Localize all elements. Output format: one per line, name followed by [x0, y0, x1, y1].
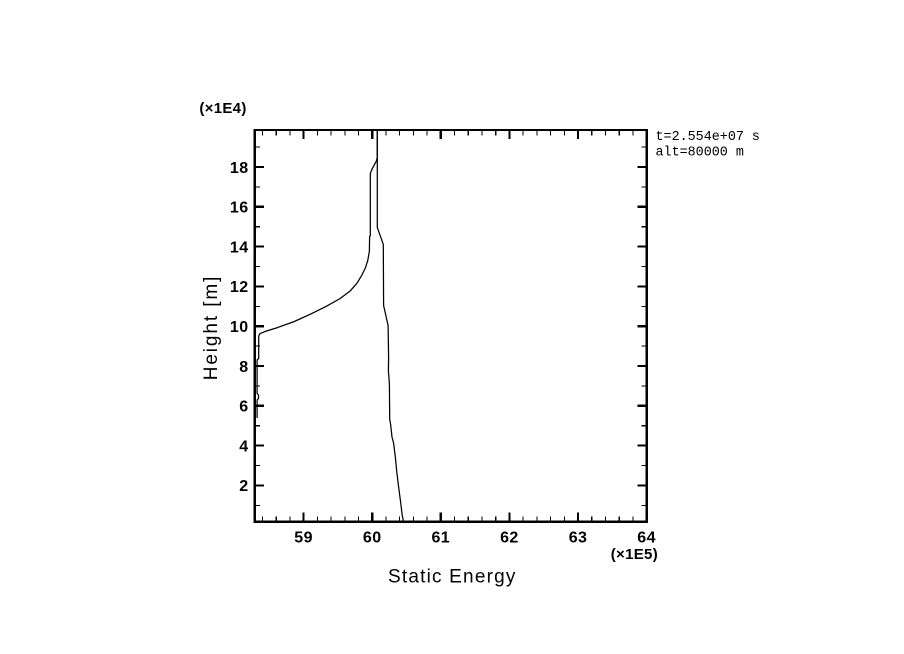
svg-text:alt=80000 m: alt=80000 m	[656, 146, 744, 161]
svg-text:Height [m]: Height [m]	[201, 275, 222, 381]
svg-text:8: 8	[239, 359, 248, 376]
svg-text:t=2.554e+07 s: t=2.554e+07 s	[656, 130, 760, 145]
svg-text:6: 6	[239, 399, 248, 416]
svg-text:62: 62	[500, 530, 519, 547]
svg-text:61: 61	[431, 530, 450, 547]
svg-text:18: 18	[230, 160, 249, 177]
svg-text:10: 10	[230, 319, 249, 336]
svg-text:16: 16	[230, 200, 249, 217]
svg-text:4: 4	[239, 438, 248, 455]
svg-text:Static Energy: Static Energy	[388, 566, 517, 587]
svg-text:60: 60	[363, 530, 382, 547]
svg-text:14: 14	[230, 239, 249, 256]
svg-text:59: 59	[294, 530, 313, 547]
svg-text:12: 12	[230, 279, 249, 296]
svg-text:2: 2	[239, 478, 248, 495]
svg-text:(×1E5): (×1E5)	[611, 546, 658, 563]
svg-text:64: 64	[637, 530, 656, 547]
svg-text:(×1E4): (×1E4)	[199, 100, 246, 117]
svg-text:63: 63	[569, 530, 588, 547]
